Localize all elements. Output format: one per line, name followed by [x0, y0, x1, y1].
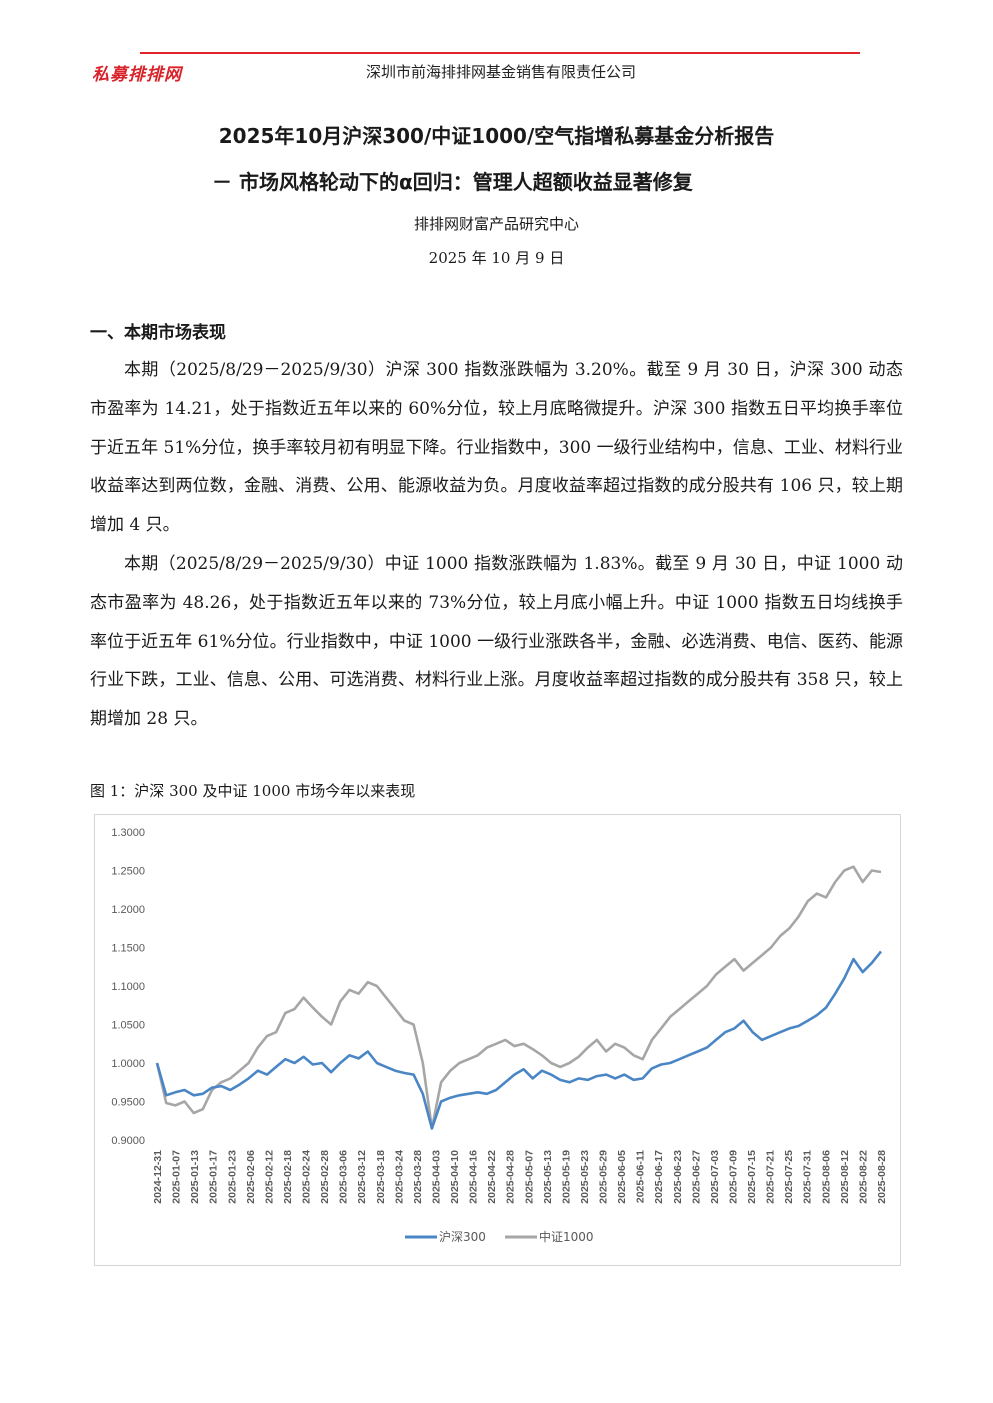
y-tick-label: 1.0500 [111, 1020, 145, 1032]
x-tick-label: 2025-08-22 [857, 1150, 869, 1204]
x-tick-label: 2025-07-31 [802, 1150, 814, 1204]
series-line-hs300 [155, 950, 883, 1130]
header-rule [140, 52, 860, 54]
x-tick-label: 2025-07-15 [746, 1150, 758, 1204]
x-tick-label: 2025-08-06 [820, 1150, 832, 1204]
x-tick-label: 2025-07-21 [765, 1150, 777, 1204]
x-tick-label: 2025-04-16 [468, 1150, 480, 1204]
y-tick-label: 1.1500 [111, 943, 145, 955]
x-tick-label: 2025-06-17 [653, 1150, 665, 1204]
series-line-csi1000 [155, 865, 882, 1130]
paragraph-csi1000: 本期（2025/8/29－2025/9/30）中证 1000 指数涨跌幅为 1.… [90, 554, 903, 730]
x-tick-label: 2024-12-31 [152, 1150, 164, 1204]
report-date: 2025 年 10 月 9 日 [428, 249, 565, 267]
legend-label: 沪深300 [439, 1230, 486, 1244]
report-title: 2025年10月沪深300/中证1000/空气指增私募基金分析报告 [218, 124, 775, 148]
legend-label: 中证1000 [539, 1229, 594, 1244]
report-subtitle: － 市场风格轮动下的α回归：管理人超额收益显著修复 [212, 170, 693, 194]
paragraph-hs300: 本期（2025/8/29－2025/9/30）沪深 300 指数涨跌幅为 3.2… [90, 360, 903, 536]
x-tick-label: 2025-04-03 [430, 1150, 442, 1204]
x-tick-label: 2025-02-06 [245, 1150, 257, 1204]
x-tick-label: 2025-01-23 [226, 1150, 238, 1204]
x-tick-label: 2025-08-28 [876, 1150, 888, 1204]
x-tick-label: 2025-03-12 [356, 1150, 368, 1204]
x-tick-label: 2025-06-11 [635, 1150, 647, 1203]
x-tick-label: 2025-02-18 [282, 1150, 294, 1204]
x-tick-label: 2025-04-22 [486, 1150, 498, 1204]
x-tick-label: 2025-04-10 [449, 1150, 461, 1204]
line-chart: 1.3000 1.2500 1.2000 1.1500 1.1000 1.0500 1.00… [94, 814, 901, 1266]
x-tick-label: 2025-07-03 [709, 1150, 721, 1204]
x-tick-label: 2025-01-17 [208, 1150, 220, 1204]
y-tick-label: 0.9500 [111, 1097, 145, 1109]
figure-caption: 图 1：沪深 300 及中证 1000 市场今年以来表现 [90, 782, 416, 800]
x-tick-label: 2025-01-13 [189, 1150, 201, 1204]
y-tick-label: 1.2000 [111, 904, 145, 916]
x-tick-label: 2025-03-24 [393, 1150, 405, 1204]
y-tick-label: 1.3000 [111, 827, 145, 839]
x-tick-label: 2025-02-12 [263, 1150, 275, 1204]
x-tick-label: 2025-03-06 [338, 1150, 350, 1204]
x-tick-label: 2025-05-13 [542, 1150, 554, 1204]
x-tick-label: 2025-08-12 [839, 1150, 851, 1204]
x-tick-label: 2025-05-07 [523, 1150, 535, 1204]
x-tick-label: 2025-05-19 [560, 1150, 572, 1204]
x-tick-label: 2025-06-23 [672, 1150, 684, 1204]
section-heading: 一、本期市场表现 [90, 323, 226, 343]
company-name: 深圳市前海排排网基金销售有限责任公司 [366, 63, 637, 81]
y-tick-label: 0.9000 [111, 1135, 145, 1147]
x-tick-label: 2025-06-05 [616, 1150, 628, 1204]
x-tick-label: 2025-05-29 [598, 1150, 610, 1204]
x-tick-label: 2025-02-24 [301, 1150, 313, 1204]
x-tick-label: 2025-06-27 [690, 1150, 702, 1204]
y-tick-label: 1.2500 [111, 866, 145, 878]
x-tick-label: 2025-07-09 [727, 1150, 739, 1204]
brand-logo: 私募排排网 [92, 65, 182, 85]
x-tick-label: 2025-03-28 [412, 1150, 424, 1204]
x-tick-label: 2025-07-25 [783, 1150, 795, 1204]
x-tick-label: 2025-02-28 [319, 1150, 331, 1204]
chart-svg: 1.3000 1.2500 1.2000 1.1500 1.1000 1.0500 1.00… [111, 827, 888, 1244]
x-tick-label: 2025-05-23 [579, 1150, 591, 1204]
report-organization: 排排网财富产品研究中心 [413, 215, 579, 233]
y-tick-label: 1.1000 [111, 981, 145, 993]
x-tick-label: 2025-04-28 [505, 1150, 517, 1204]
x-tick-label: 2025-01-07 [171, 1150, 183, 1204]
x-tick-label: 2025-03-18 [375, 1150, 387, 1204]
y-tick-label: 1.0000 [111, 1058, 145, 1070]
